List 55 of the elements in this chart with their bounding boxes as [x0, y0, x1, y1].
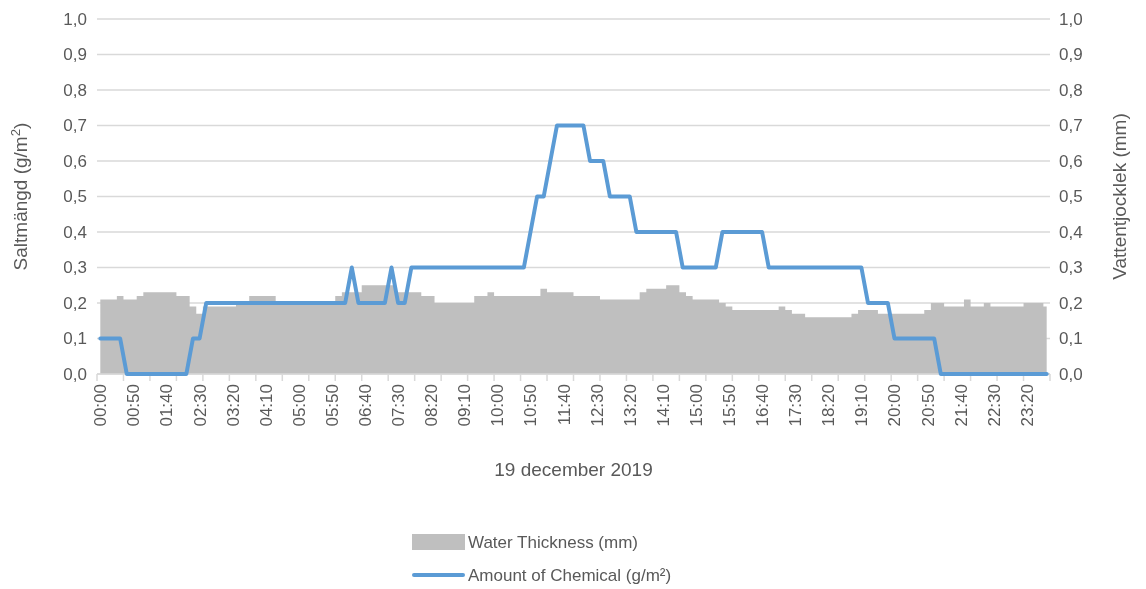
y-tick-label: 0,6: [63, 151, 87, 171]
x-tick-label: 14:10: [653, 384, 673, 427]
x-tick-label: 23:20: [1017, 384, 1037, 427]
x-tick-label: 08:20: [422, 384, 442, 427]
y2-tick-label: 0,0: [1059, 364, 1083, 384]
x-tick-label: 00:50: [124, 384, 144, 427]
legend-label: Amount of Chemical (g/m²): [468, 565, 672, 585]
x-tick-label: 06:40: [355, 384, 375, 427]
y-tick-label: 0,4: [63, 222, 87, 242]
y-tick-label: 0,9: [63, 45, 87, 65]
x-tick-label: 13:20: [620, 384, 640, 427]
x-tick-label: 22:30: [984, 384, 1004, 427]
y2-tick-label: 0,3: [1059, 258, 1083, 278]
legend-label: Water Thickness (mm): [468, 532, 639, 552]
x-tick-label: 15:50: [719, 384, 739, 427]
x-tick-label: 18:20: [819, 384, 839, 427]
x-tick-label: 04:10: [256, 384, 276, 427]
y2-tick-label: 1,0: [1059, 9, 1083, 29]
y-tick-label: 0,1: [63, 329, 87, 349]
y-tick-label: 1,0: [63, 9, 87, 29]
x-tick-label: 05:00: [289, 384, 309, 427]
x-tick-label: 12:30: [587, 384, 607, 427]
x-tick-label: 03:20: [223, 384, 243, 427]
x-tick-label: 10:00: [488, 384, 508, 427]
y-tick-label: 0,2: [63, 293, 87, 313]
x-tick-label: 10:50: [521, 384, 541, 427]
x-tick-label: 17:30: [786, 384, 806, 427]
x-tick-label: 01:40: [157, 384, 177, 427]
x-tick-label: 20:50: [918, 384, 938, 427]
x-tick-label: 21:40: [951, 384, 971, 427]
y-tick-label: 0,3: [63, 258, 87, 278]
y2-tick-label: 0,2: [1059, 293, 1083, 313]
y2-tick-label: 0,9: [1059, 45, 1083, 65]
y-tick-label: 0,8: [63, 80, 87, 100]
x-tick-label: 20:00: [885, 384, 905, 427]
y-tick-label: 0,5: [63, 187, 87, 207]
y2-tick-label: 0,7: [1059, 116, 1083, 136]
x-tick-label: 11:40: [554, 384, 574, 426]
y2-tick-label: 0,5: [1059, 187, 1083, 207]
x-tick-label: 02:30: [190, 384, 210, 427]
y2-tick-label: 0,4: [1059, 222, 1083, 242]
x-tick-label: 15:00: [686, 384, 706, 427]
x-tick-label: 19:10: [852, 384, 872, 427]
y2-tick-label: 0,1: [1059, 329, 1083, 349]
x-tick-label: 07:30: [389, 384, 409, 427]
x-axis-title: 19 december 2019: [494, 459, 653, 480]
y2-tick-label: 0,6: [1059, 151, 1083, 171]
y-tick-label: 0,7: [63, 116, 87, 136]
x-tick-label: 16:40: [753, 384, 773, 427]
y2-tick-label: 0,8: [1059, 80, 1083, 100]
x-tick-label: 05:50: [322, 384, 342, 427]
x-tick-label: 00:00: [91, 384, 111, 427]
y-tick-label: 0,0: [63, 364, 87, 384]
y2-axis-title: Vattentjocklek (mm): [1109, 113, 1130, 280]
x-tick-label: 09:10: [455, 384, 475, 427]
